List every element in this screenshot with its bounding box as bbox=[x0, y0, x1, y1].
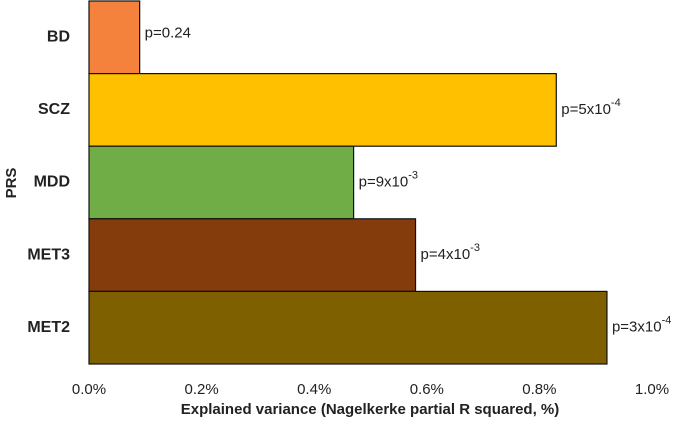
p-value-text: p=5x10 bbox=[561, 101, 611, 118]
x-tick-label: 0.2% bbox=[184, 381, 218, 398]
y-axis-title: PRS bbox=[3, 168, 20, 199]
p-value-label: p=0.24 bbox=[145, 24, 191, 41]
p-value-label: p=5x10-4 bbox=[561, 97, 620, 118]
p-value-text: p=9x10 bbox=[359, 173, 409, 190]
bar bbox=[88, 290, 608, 365]
x-tick-label: 1.0% bbox=[635, 381, 669, 398]
p-value-exponent: -3 bbox=[470, 242, 480, 254]
p-value-text: p=4x10 bbox=[421, 246, 471, 263]
p-value-exponent: -4 bbox=[662, 315, 672, 327]
bar bbox=[88, 145, 355, 220]
y-tick-label: MDD bbox=[34, 174, 70, 191]
x-axis-title: Explained variance (Nagelkerke partial R… bbox=[181, 401, 560, 418]
p-value-text: p=3x10 bbox=[612, 319, 662, 336]
y-tick-label: MET2 bbox=[27, 319, 70, 336]
y-tick-label: MET3 bbox=[27, 246, 70, 263]
x-tick-label: 0.4% bbox=[297, 381, 331, 398]
x-tick-label: 0.8% bbox=[522, 381, 556, 398]
bar bbox=[88, 72, 557, 147]
p-value-exponent: -3 bbox=[408, 169, 418, 181]
bar bbox=[88, 0, 141, 75]
x-tick-label: 0.0% bbox=[72, 381, 106, 398]
y-tick-label: BD bbox=[47, 29, 70, 46]
p-value-label: p=9x10-3 bbox=[359, 169, 418, 190]
p-value-label: p=4x10-3 bbox=[421, 242, 480, 263]
y-tick-label: SCZ bbox=[38, 101, 70, 118]
bar bbox=[88, 218, 417, 293]
p-value-exponent: -4 bbox=[611, 97, 621, 109]
p-value-text: p=0.24 bbox=[145, 24, 191, 41]
x-tick-label: 0.6% bbox=[410, 381, 444, 398]
p-value-label: p=3x10-4 bbox=[612, 315, 671, 336]
